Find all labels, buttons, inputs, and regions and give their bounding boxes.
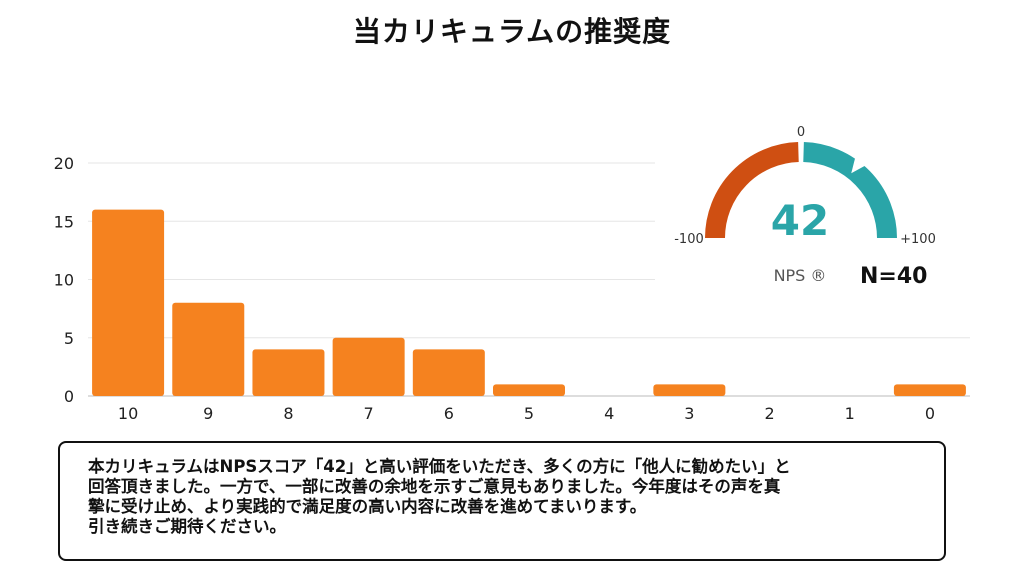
x-tick-label: 9: [203, 404, 213, 423]
x-tick-label: 2: [764, 404, 774, 423]
bar: [172, 303, 244, 396]
bar: [252, 349, 324, 396]
x-tick-label: 7: [364, 404, 374, 423]
x-tick-label: 4: [604, 404, 614, 423]
bar: [92, 210, 164, 396]
bar: [653, 384, 725, 396]
y-tick-label: 10: [54, 271, 74, 290]
y-tick-label: 20: [54, 154, 74, 173]
x-tick-label: 3: [684, 404, 694, 423]
y-tick-label: 0: [64, 387, 74, 406]
x-tick-labels: 10 9 8 7 6 5 4 3 2 1 0: [118, 404, 935, 423]
y-tick-labels: 0 5 10 15 20: [54, 154, 74, 406]
x-tick-label: 10: [118, 404, 138, 423]
nps-score: 42: [750, 196, 850, 245]
y-tick-label: 5: [64, 329, 74, 348]
x-tick-label: 8: [283, 404, 293, 423]
bar: [894, 384, 966, 396]
gauge-max-label: +100: [900, 232, 936, 247]
bar: [333, 338, 405, 396]
x-tick-label: 1: [845, 404, 855, 423]
nps-label: NPS ®: [750, 266, 850, 285]
x-tick-label: 0: [925, 404, 935, 423]
y-tick-label: 15: [54, 212, 74, 231]
comment-text: 本カリキュラムはNPSスコア「42」と高い評価をいただき、多くの方に「他人に勧め…: [88, 457, 920, 537]
nps-gauge-card: 0 -100 +100 42 NPS ® N=40: [655, 118, 975, 318]
respondent-count: N=40: [860, 264, 927, 289]
bar: [413, 349, 485, 396]
gauge-mid-label: 0: [797, 125, 805, 140]
x-tick-label: 6: [444, 404, 454, 423]
x-tick-label: 5: [524, 404, 534, 423]
gauge-min-label: -100: [674, 232, 704, 247]
comment-box: 本カリキュラムはNPSスコア「42」と高い評価をいただき、多くの方に「他人に勧め…: [58, 441, 946, 561]
bar: [493, 384, 565, 396]
